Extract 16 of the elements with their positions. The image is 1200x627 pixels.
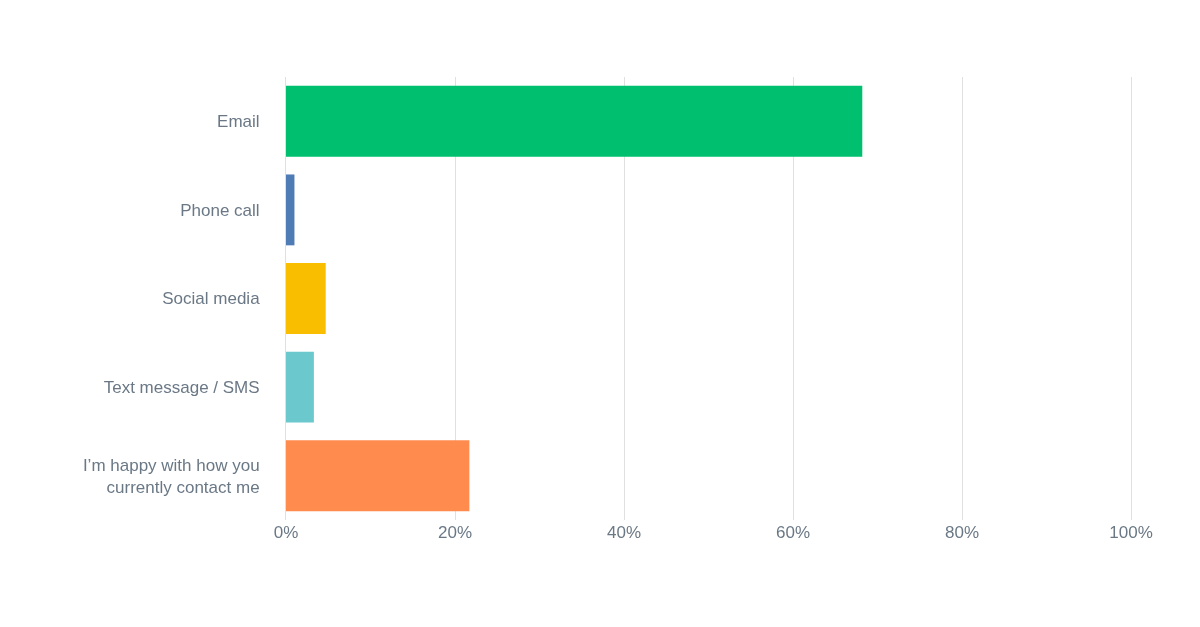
x-tick-label: 100%: [1109, 523, 1153, 542]
y-tick-label: Email: [217, 112, 260, 132]
bar: [286, 174, 295, 246]
y-tick-label: Text message / SMS: [103, 378, 260, 398]
x-tick-label: 40%: [606, 523, 642, 542]
bar: [286, 263, 326, 334]
x-tick-label: 20%: [437, 523, 473, 542]
bar: [286, 85, 863, 157]
x-tick-label: 80%: [944, 523, 980, 542]
y-tick-label: Social media: [162, 289, 261, 309]
bar: [286, 351, 314, 423]
y-tick-label: I’m happy with how you currently contact me: [82, 455, 260, 497]
x-tick-label: 60%: [775, 523, 811, 542]
x-tick-label: 0%: [273, 523, 299, 542]
y-tick-label: Phone call: [180, 200, 260, 220]
bar: [286, 440, 470, 512]
